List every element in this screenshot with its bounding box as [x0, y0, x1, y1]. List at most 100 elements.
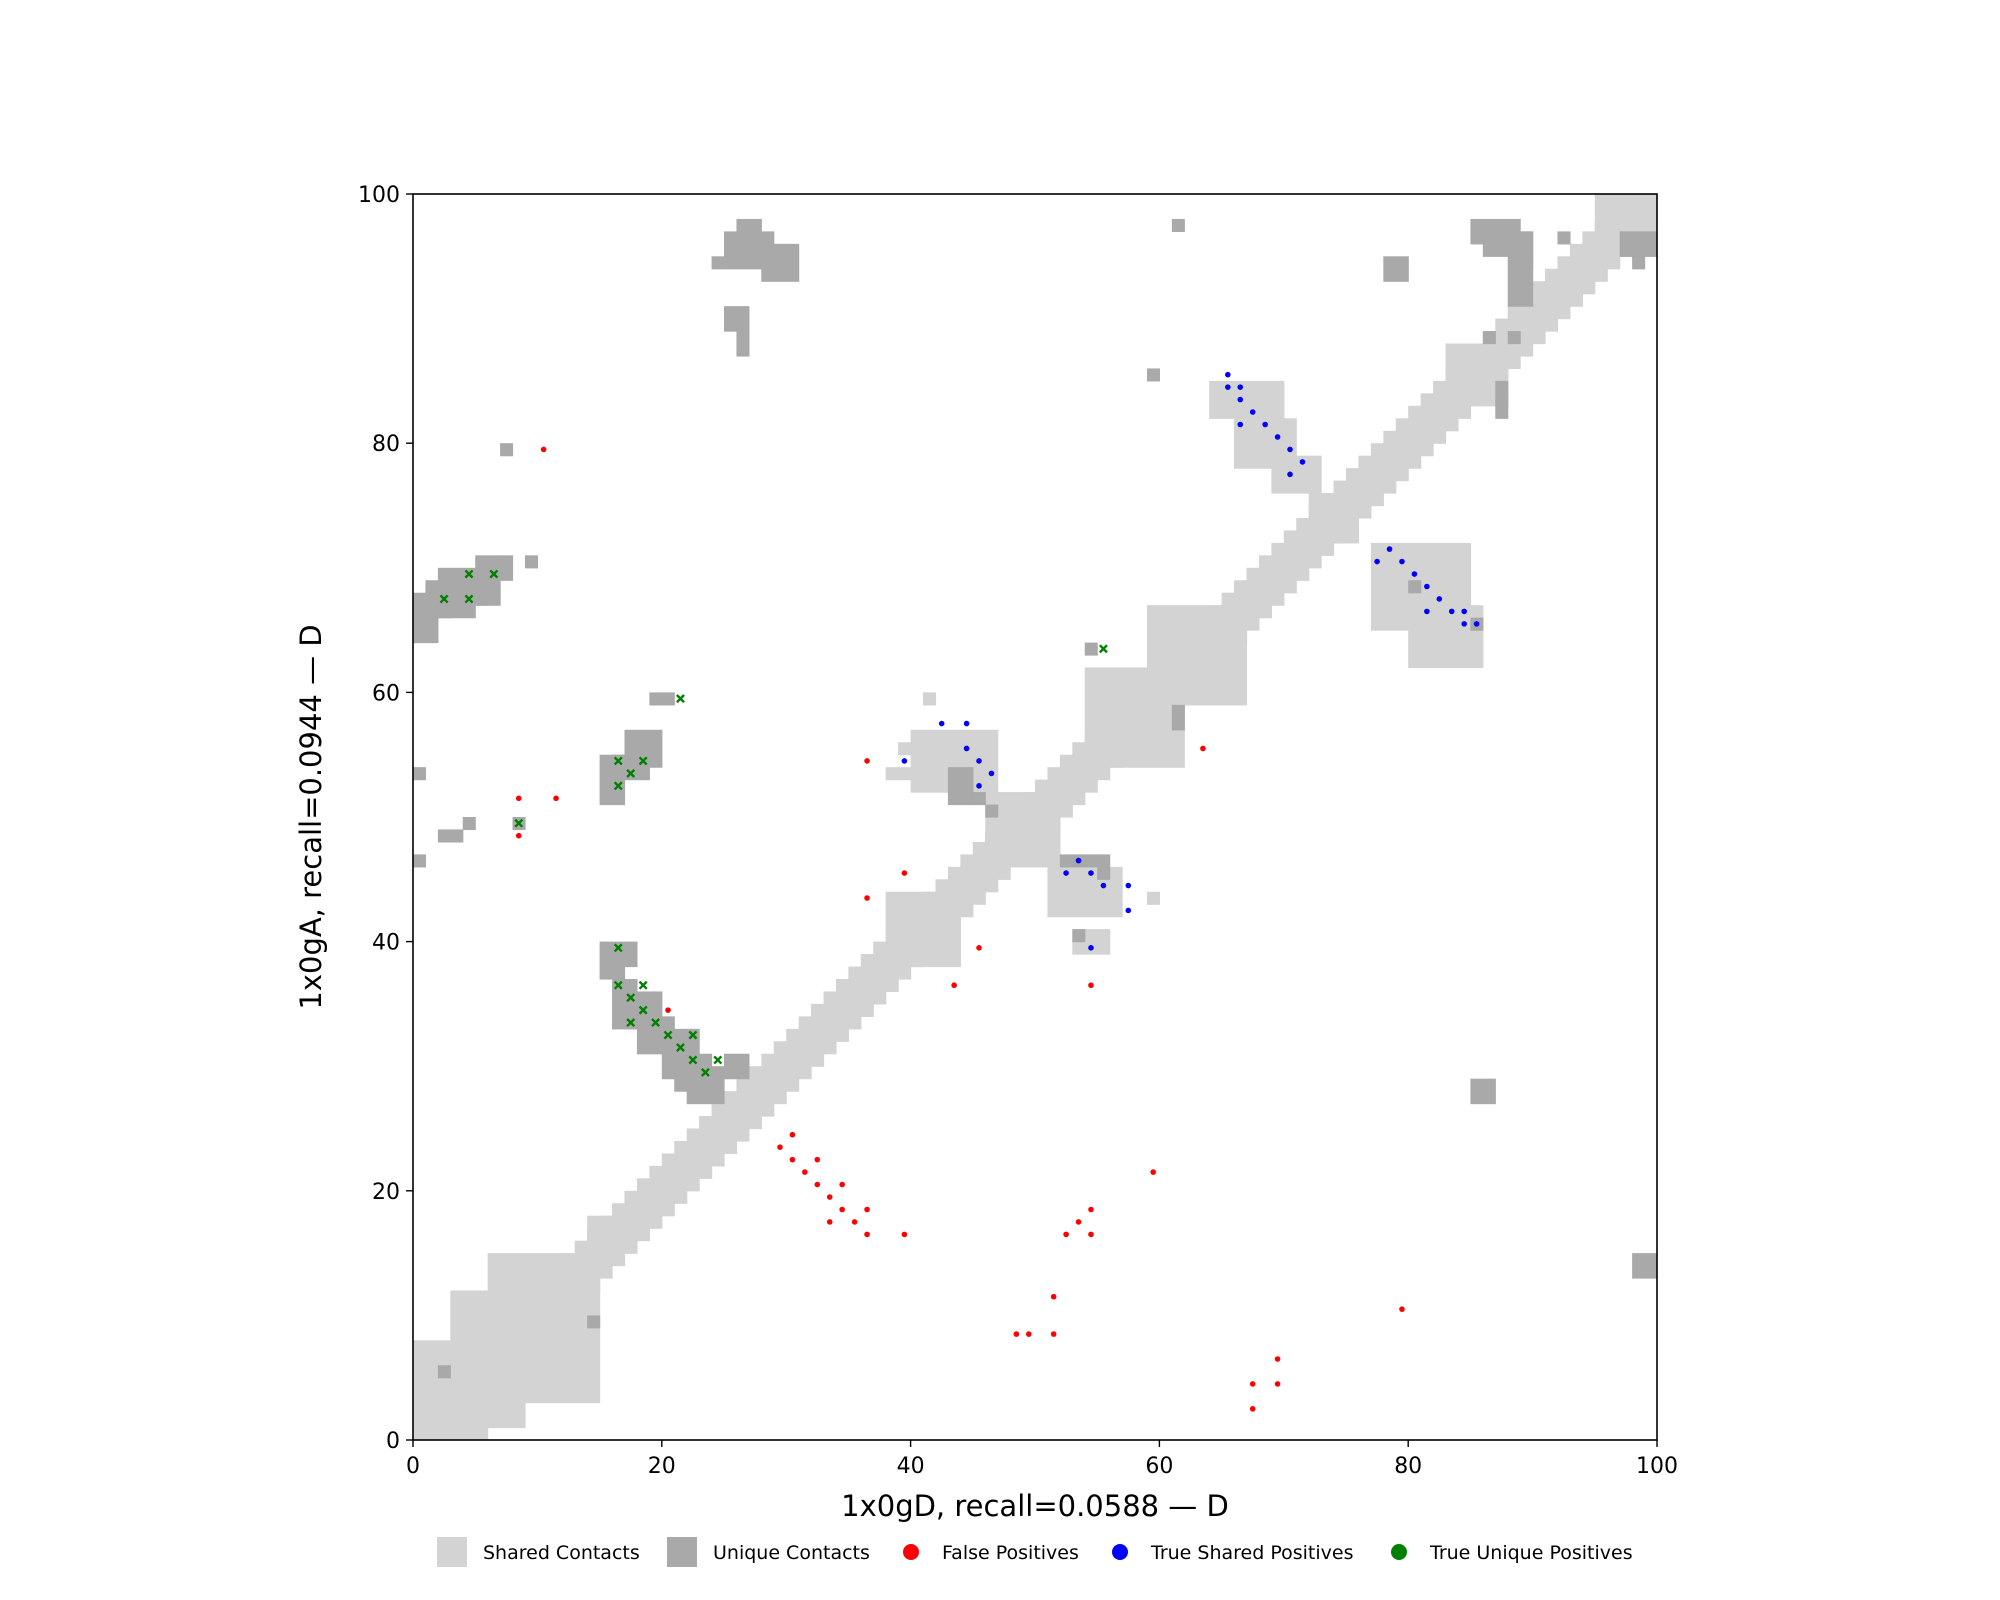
shared-contact-cell: [1532, 293, 1546, 307]
shared-contact-cell: [1507, 355, 1521, 370]
shared-contact-cell: [1308, 555, 1322, 569]
shared-contact-cell: [674, 1153, 688, 1167]
shared-contact-cell: [1557, 293, 1571, 307]
shared-contact-cell: [1258, 592, 1272, 606]
shared-contact-cell: [636, 1203, 650, 1217]
true-shared-positive-point: [1461, 608, 1467, 615]
shared-contact-cell: [1296, 530, 1310, 544]
shared-contact-cell: [1059, 779, 1073, 793]
y-tick-label: 60: [372, 681, 400, 706]
shared-contact-cell: [1271, 567, 1285, 581]
shared-contact-cell: [1557, 281, 1571, 295]
shared-contact-cell: [1545, 306, 1559, 320]
true-shared-positive-point: [1436, 596, 1443, 602]
shared-contact-cell: [661, 1165, 675, 1179]
true-unique-positive-point: [688, 1030, 698, 1040]
true-shared-positive-point: [963, 720, 970, 727]
unique-contact-block: [1495, 380, 1509, 394]
false-positive-point: [1274, 1381, 1281, 1387]
true-shared-positive-point: [1287, 446, 1293, 453]
shared-contact-cell: [1532, 318, 1546, 332]
shared-contact-cell: [1557, 256, 1571, 270]
unique-contact-block: [1520, 231, 1534, 270]
true-shared-positive-point: [1225, 384, 1231, 390]
shared-contact-block: [985, 792, 1061, 868]
true-unique-positive-point: [676, 1043, 685, 1052]
shared-contact-cell: [1445, 405, 1459, 419]
shared-contact-cell: [1433, 393, 1447, 407]
shared-contact-cell: [1333, 480, 1347, 494]
true-shared-positive-point: [1100, 882, 1107, 889]
true-unique-positive-point: [700, 1067, 710, 1077]
unique-contact-block: [724, 306, 750, 332]
true-shared-positive-point: [1448, 608, 1455, 615]
true-shared-positive-point: [1274, 434, 1281, 440]
shared-contact-cell: [1246, 617, 1260, 631]
shared-contact-cell: [873, 991, 887, 1005]
shared-contact-cell: [1520, 306, 1534, 320]
shared-contact-cell: [1283, 567, 1297, 581]
true-shared-positive-point: [988, 770, 995, 777]
shared-contact-cell: [1308, 542, 1322, 556]
unique-contact-block: [1383, 256, 1409, 282]
true-shared-positive-point: [1237, 421, 1244, 428]
false-positive-point: [1150, 1169, 1156, 1175]
false-positive-point: [515, 795, 522, 802]
true-unique-positive-point: [688, 1055, 698, 1065]
true-unique-positive-point: [626, 1018, 636, 1028]
unique-contact-block: [985, 804, 999, 818]
shared-contact-cell: [1395, 430, 1409, 444]
unique-contact-block: [736, 218, 762, 245]
unique-contact-block: [413, 854, 427, 868]
legend-label: False Positives: [942, 1542, 1079, 1564]
unique-contact-block: [1482, 331, 1496, 345]
true-shared-positive-point: [1088, 870, 1094, 876]
false-positive-point: [665, 1007, 671, 1013]
true-shared-positive-point: [1237, 396, 1244, 403]
shared-contact-cell: [661, 1190, 675, 1204]
unique-contact-block: [524, 555, 538, 569]
shared-contact-cell: [835, 978, 849, 993]
false-positive-point: [1050, 1293, 1057, 1300]
shared-contact-cell: [674, 1140, 688, 1155]
shared-contact-cell: [1383, 430, 1397, 444]
legend-label: Shared Contacts: [483, 1542, 640, 1564]
shared-contact-cell: [1097, 767, 1111, 781]
shared-contact-cell: [649, 1190, 663, 1204]
false-positive-point: [814, 1181, 821, 1188]
unique-contact-block: [1146, 368, 1160, 382]
shared-contact-cell: [1557, 268, 1571, 282]
false-positive-point: [1088, 982, 1094, 989]
y-tick-label: 80: [372, 432, 400, 457]
shared-contact-cell: [1420, 405, 1434, 419]
shared-contact-cell: [798, 1028, 812, 1042]
shared-contact-cell: [1594, 268, 1608, 282]
shared-contact-cell: [1420, 418, 1434, 432]
shared-contact-cell: [661, 1203, 675, 1217]
unique-contact-block: [1097, 854, 1111, 880]
shared-contact-cell: [1271, 580, 1285, 594]
shared-contact-cell: [624, 1190, 638, 1204]
false-positive-point: [1013, 1331, 1020, 1337]
shared-contact-cell: [972, 841, 986, 855]
shared-contact-cell: [699, 1140, 713, 1155]
true-unique-positive-point: [638, 980, 648, 990]
shared-contact-cell: [761, 1091, 775, 1105]
unique-contact-block: [500, 555, 514, 581]
shared-contact-cell: [960, 904, 974, 918]
legend-swatch: [903, 1544, 919, 1560]
shared-contact-cell: [835, 1003, 849, 1017]
shared-contact-cell: [773, 1066, 787, 1080]
shared-contact-cell: [1370, 455, 1384, 469]
shared-contact-cell: [724, 1116, 738, 1130]
plot-area: [413, 194, 1657, 1440]
shared-contact-block: [898, 742, 912, 756]
shared-contact-cell: [1582, 243, 1596, 257]
shared-contact-cell: [873, 966, 887, 980]
shared-contact-block: [1146, 605, 1248, 706]
legend: Shared Contacts Unique Contacts False Posi…: [437, 1537, 1633, 1567]
shared-contact-cell: [649, 1178, 663, 1192]
shared-contact-cell: [848, 978, 862, 993]
true-unique-positive-point: [613, 980, 623, 990]
shared-contact-cell: [985, 879, 999, 893]
